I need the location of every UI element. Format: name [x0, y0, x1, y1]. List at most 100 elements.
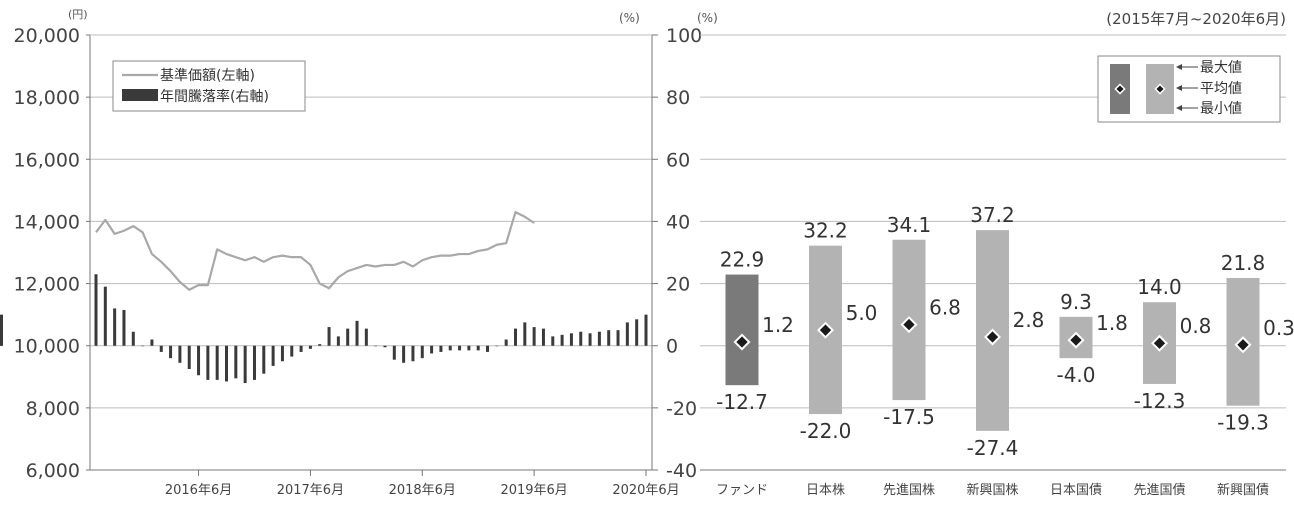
max-value-label: 21.8 [1221, 251, 1266, 275]
return-bar [625, 322, 629, 346]
return-bar [635, 319, 639, 346]
return-bar [513, 328, 517, 346]
return-bar [187, 345, 191, 370]
return-bar [551, 336, 555, 346]
return-bar [495, 345, 499, 347]
return-bar [616, 330, 620, 346]
range-bar [725, 274, 759, 386]
right-y-tick-label: 80 [666, 87, 690, 109]
avg-value-label: 0.8 [1180, 314, 1212, 338]
return-bar [159, 345, 163, 352]
return-bar [597, 331, 601, 346]
legend-arrow [1176, 85, 1182, 91]
avg-marker [1070, 334, 1082, 346]
left-y-tick-label: 10,000 [14, 336, 80, 358]
return-bar [523, 322, 527, 346]
avg-value-label: 2.8 [1013, 308, 1045, 332]
left-y-tick-label: 20,000 [14, 25, 80, 47]
return-bar [131, 331, 135, 346]
category-label: 日本株 [806, 483, 845, 498]
return-bar [262, 345, 266, 374]
return-bar [532, 327, 536, 346]
avg-value-label: 0.3 [1263, 316, 1294, 340]
avg-marker [903, 318, 915, 331]
return-bar [458, 345, 462, 351]
x-tick-label: 2020年6月 [612, 483, 679, 498]
min-value-label: -12.7 [716, 390, 768, 414]
x-tick-label: 2019年6月 [500, 483, 567, 498]
left-y-tick-label: 18,000 [14, 87, 80, 109]
right-y-tick-label: 20 [666, 274, 690, 296]
return-bar [420, 345, 424, 359]
avg-value-label: 5.0 [846, 301, 878, 325]
return-bar [560, 334, 564, 346]
left-unit-label: (円) [68, 8, 88, 21]
max-value-label: 14.0 [1137, 275, 1182, 299]
legend-range-label: 最小値 [1200, 101, 1242, 117]
avg-value-label: 1.2 [762, 313, 794, 337]
max-value-label: 34.1 [887, 213, 932, 237]
right-y-tick-label: -20 [666, 398, 697, 420]
left-y-tick-label: 16,000 [14, 149, 80, 171]
return-bar [280, 345, 284, 362]
x-tick-label: 2017年6月 [277, 483, 344, 498]
right-y-tick-label: 100 [666, 25, 702, 47]
min-value-label: -22.0 [800, 419, 852, 443]
left-y-tick-label: 8,000 [26, 398, 80, 420]
right-y-tick-label: 0 [666, 336, 678, 358]
return-bar [252, 345, 256, 380]
return-bar [215, 345, 219, 380]
legend-bar-label: 年間騰落率(右軸) [160, 88, 269, 105]
legend-arrow [1176, 64, 1182, 70]
return-bar [355, 320, 359, 346]
return-bar [0, 314, 3, 346]
return-bar [486, 345, 490, 352]
return-bar [402, 345, 406, 363]
avg-marker [736, 336, 748, 348]
return-bar [327, 327, 331, 346]
return-bar [336, 336, 340, 346]
return-bar [234, 345, 238, 379]
min-value-label: -19.3 [1217, 411, 1269, 435]
legend-line-label: 基準価額(左軸) [160, 67, 255, 84]
nav-line [95, 211, 535, 291]
return-bar [383, 345, 387, 348]
left-y-tick-label: 6,000 [26, 460, 80, 482]
return-bar [271, 345, 275, 366]
return-bar [178, 345, 182, 363]
right-y-tick-label: 60 [666, 149, 690, 171]
return-bar [290, 345, 294, 357]
return-bar [206, 345, 210, 380]
max-value-label: 37.2 [970, 203, 1015, 227]
left-legend-box [112, 60, 306, 112]
x-tick-label: 2016年6月 [165, 483, 232, 498]
return-bar [94, 274, 98, 346]
legend-range-label: 平均値 [1200, 81, 1242, 97]
return-bar [103, 286, 107, 346]
return-bar [504, 339, 508, 346]
category-label: 新興国株 [966, 482, 1018, 498]
min-value-label: -12.3 [1134, 389, 1186, 413]
return-bar [243, 345, 247, 383]
category-label: 日本国債 [1050, 483, 1102, 498]
category-label: ファンド [716, 483, 768, 498]
return-bar [579, 331, 583, 346]
max-value-label: 22.9 [720, 248, 765, 272]
category-label: 新興国債 [1217, 482, 1269, 498]
right-unit-label: (%) [697, 11, 718, 25]
period-label: (2015年7月~2020年6月) [1106, 10, 1286, 28]
max-value-label: 32.2 [803, 219, 848, 243]
return-bar [169, 345, 173, 359]
category-label: 先進国債 [1133, 483, 1185, 498]
avg-value-label: 1.8 [1096, 311, 1128, 335]
return-bar [308, 345, 312, 349]
return-bar [467, 345, 471, 351]
avg-marker [819, 324, 832, 336]
max-value-label: 9.3 [1060, 290, 1092, 314]
return-bar [439, 345, 443, 352]
return-bar [588, 333, 592, 346]
return-bar [113, 308, 117, 346]
avg-marker [986, 331, 999, 343]
return-bar [141, 345, 145, 347]
